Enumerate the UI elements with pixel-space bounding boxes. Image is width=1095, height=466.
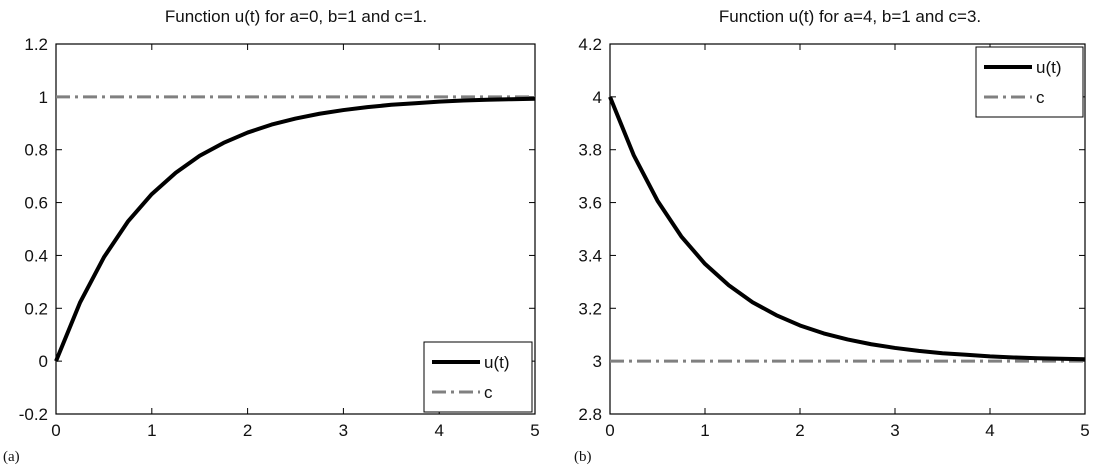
y-tick-label: 2.8 [578,405,602,424]
x-tick-label: 4 [985,421,994,440]
x-tick-label: 0 [51,421,60,440]
chart-title: Function u(t) for a=4, b=1 and c=3. [719,7,981,26]
x-tick-label: 3 [890,421,899,440]
y-tick-label: 0.2 [24,299,48,318]
series-line-ut [54,96,536,362]
y-tick-label: 0.4 [24,246,48,265]
y-tick-label: -0.2 [19,405,48,424]
x-tick-label: 1 [700,421,709,440]
x-tick-label: 5 [530,421,539,440]
legend-box [975,46,1084,118]
x-tick-label: 1 [147,421,156,440]
y-tick-label: 3.2 [578,299,602,318]
legend-entry: u(t) [484,353,510,372]
chart-panel-a: Function u(t) for a=0, b=1 and c=1. 0 1 2 3 4… [3,7,540,465]
x-tick-label: 2 [795,421,804,440]
y-tick-label: 0.6 [24,194,48,213]
panel-label: (a) [3,449,20,465]
legend: u(t) c [975,46,1084,118]
y-tick-label: 0 [39,352,48,371]
panel-label: (b) [574,449,592,465]
x-tick-label: 5 [1080,421,1089,440]
y-tick-label: 3.8 [578,141,602,160]
legend: u(t) c [423,341,533,413]
axes-frame [55,43,536,415]
legend-entry: c [484,383,493,402]
y-tick-label: 4 [593,88,602,107]
chart-title: Function u(t) for a=0, b=1 and c=1. [165,7,427,26]
y-tick-label: 4.2 [578,35,602,54]
x-tick-label: 2 [243,421,252,440]
legend-entry: u(t) [1036,58,1062,77]
y-tick-label: 1.2 [24,35,48,54]
x-tick-label: 3 [339,421,348,440]
y-tick-label: 3.4 [578,246,602,265]
y-tick-label: 3 [593,352,602,371]
legend-box [423,341,533,413]
y-tick-label: 0.8 [24,141,48,160]
x-tick-label: 4 [434,421,443,440]
y-tick-label: 3.6 [578,194,602,213]
series-line-ut [608,96,1086,362]
axes-frame [609,43,1086,415]
y-tick-label: 1 [39,88,48,107]
x-tick-label: 0 [605,421,614,440]
chart-panel-b: Function u(t) for a=4, b=1 and c=3. 0 1 2 3 4… [574,7,1090,465]
legend-entry: c [1036,88,1045,107]
